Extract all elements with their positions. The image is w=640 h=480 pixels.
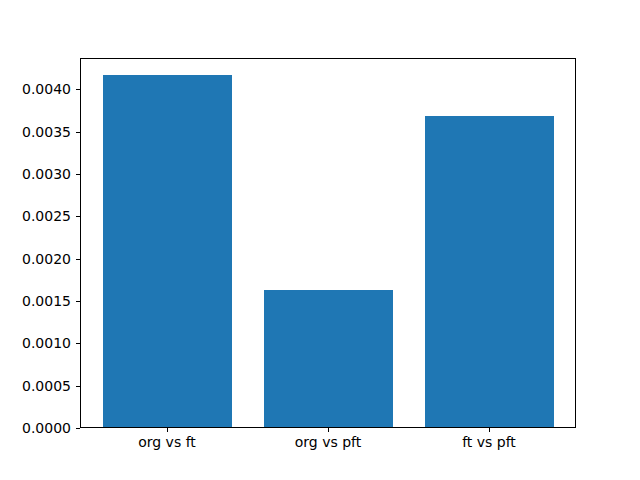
bar-org-vs-pft <box>264 290 393 428</box>
y-tick-mark <box>76 89 80 90</box>
bar-org-vs-ft <box>103 75 232 428</box>
y-tick-label: 0.0010 <box>0 336 71 350</box>
x-tick-mark <box>167 428 168 432</box>
y-tick-mark <box>76 301 80 302</box>
bar-ft-vs-pft <box>425 116 554 428</box>
y-tick-label: 0.0005 <box>0 379 71 393</box>
x-tick-label: org vs pft <box>258 435 398 449</box>
y-tick-mark <box>76 216 80 217</box>
y-tick-label: 0.0015 <box>0 294 71 308</box>
y-tick-mark <box>76 132 80 133</box>
x-tick-mark <box>489 428 490 432</box>
y-tick-mark <box>76 343 80 344</box>
y-tick-label: 0.0000 <box>0 421 71 435</box>
y-tick-label: 0.0035 <box>0 125 71 139</box>
y-tick-mark <box>76 386 80 387</box>
x-tick-label: org vs ft <box>97 435 237 449</box>
y-tick-label: 0.0040 <box>0 82 71 96</box>
x-tick-label: ft vs pft <box>419 435 559 449</box>
y-tick-label: 0.0025 <box>0 209 71 223</box>
bar-chart-figure: 0.0000 0.0005 0.0010 0.0015 0.0020 0.0025 0.00… <box>0 0 640 480</box>
y-tick-mark <box>76 428 80 429</box>
y-tick-mark <box>76 259 80 260</box>
y-tick-label: 0.0020 <box>0 252 71 266</box>
x-tick-mark <box>328 428 329 432</box>
y-tick-mark <box>76 174 80 175</box>
y-tick-label: 0.0030 <box>0 167 71 181</box>
